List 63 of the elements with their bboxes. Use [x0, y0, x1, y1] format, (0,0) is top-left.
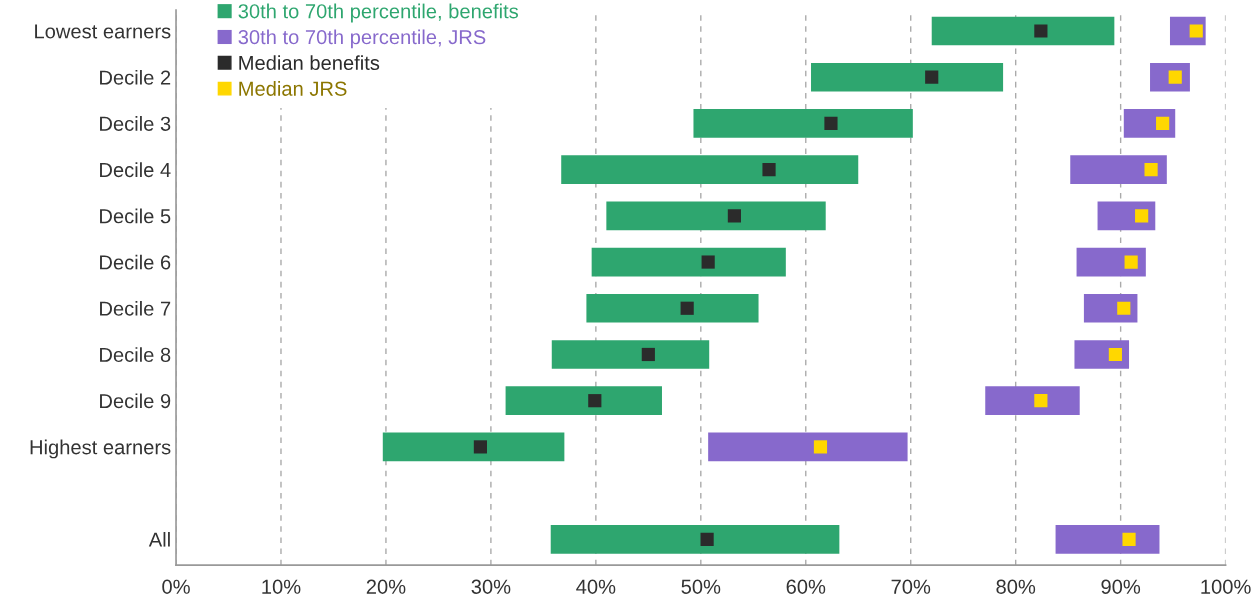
y-tick-label: Decile 4 — [100, 162, 171, 178]
legend-label: 30th to 70th percentile, JRS — [238, 29, 486, 49]
point — [1034, 394, 1048, 408]
x-tick-label: 30% — [471, 579, 511, 594]
legend-label: Median JRS — [239, 81, 347, 96]
bar — [586, 293, 759, 323]
y-tick-label: Decile 7 — [100, 300, 171, 316]
point — [641, 347, 655, 362]
bar — [561, 155, 859, 184]
x-tick-label: 50% — [681, 579, 721, 594]
bar — [591, 247, 786, 277]
x-tick-label: 60% — [786, 579, 826, 594]
y-tick-label: Decile 6 — [100, 254, 171, 270]
bar — [1055, 525, 1160, 554]
x-tick-label: 10% — [262, 579, 301, 594]
point — [1156, 116, 1170, 131]
point — [588, 394, 602, 408]
y-tick-label: Decile 5 — [100, 208, 171, 224]
y-tick-label: All — [148, 532, 170, 547]
bar — [606, 201, 826, 231]
y-tick-label: Highest earners — [30, 439, 171, 459]
bar — [1070, 155, 1167, 184]
point — [824, 116, 838, 131]
legend-label: 30th to 70th percentile, benefits — [238, 3, 519, 23]
point — [1122, 532, 1136, 546]
x-tick-label: 20% — [366, 579, 406, 594]
x-tick-label: 80% — [996, 579, 1036, 594]
x-tick-label: 40% — [576, 579, 616, 594]
x-tick-label: 0% — [162, 579, 190, 594]
y-tick-label: Lowest earners — [35, 24, 171, 39]
point — [925, 70, 939, 84]
point — [1034, 24, 1048, 38]
y-tick-label: Decile 9 — [100, 393, 171, 409]
y-tick-label: Decile 3 — [100, 116, 171, 131]
point — [680, 301, 694, 315]
x-tick-label: 100% — [1201, 579, 1251, 594]
bar — [550, 525, 840, 554]
point — [700, 532, 714, 546]
bar — [1076, 247, 1146, 277]
bar — [551, 340, 710, 369]
bar — [708, 432, 908, 462]
y-tick-label: Decile 2 — [100, 69, 171, 85]
x-tick-label: 70% — [891, 579, 931, 594]
point — [701, 255, 715, 269]
point — [1144, 163, 1158, 177]
y-tick-label: Decile 8 — [100, 347, 171, 362]
point — [1117, 301, 1131, 315]
bar — [811, 62, 1004, 92]
point — [473, 440, 487, 454]
point — [762, 163, 776, 177]
point — [1135, 209, 1149, 223]
bar — [382, 432, 565, 462]
point — [1108, 347, 1122, 362]
x-tick-label: 90% — [1101, 579, 1141, 594]
bar — [693, 109, 913, 138]
point — [1124, 255, 1138, 269]
bar — [505, 386, 662, 416]
bar — [985, 386, 1080, 416]
point — [727, 209, 741, 223]
bar — [931, 16, 1115, 46]
point — [1189, 24, 1203, 38]
point — [813, 440, 828, 454]
legend-label: Median benefits — [239, 55, 380, 71]
